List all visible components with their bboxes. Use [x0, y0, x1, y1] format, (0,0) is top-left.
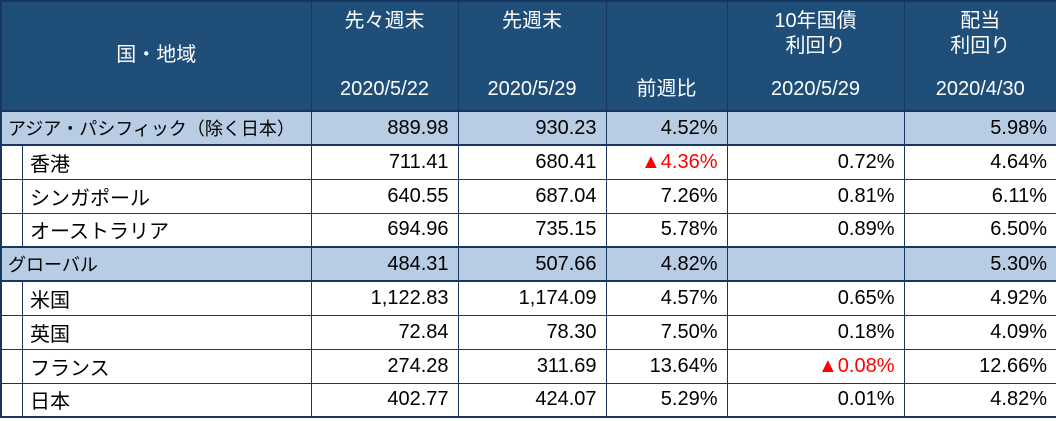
last-week-value: 680.41 — [457, 144, 607, 180]
table-row-region: アジア・パシフィック（除く日本） 889.98 930.23 4.52% 5.9… — [0, 110, 1056, 146]
header-bond-yield-label: 10年国債 利回り — [774, 10, 857, 57]
table-row: シンガポール 640.55 687.04 7.26% 0.81% 6.11% — [0, 178, 1056, 214]
dividend-yield-value: 12.66% — [903, 348, 1056, 384]
wow-value: 13.64% — [605, 348, 728, 384]
wow-value: 4.82% — [605, 246, 728, 282]
row-label: シンガポール — [0, 178, 312, 214]
dividend-yield-value: 4.82% — [903, 382, 1056, 418]
wow-value: 5.29% — [605, 382, 728, 418]
prev-week-value: 694.96 — [310, 212, 459, 248]
wow-value: ▲4.36% — [605, 144, 728, 180]
last-week-value: 78.30 — [457, 314, 607, 350]
header-region: 国・地域 — [0, 0, 312, 112]
prev-week-value: 484.31 — [310, 246, 459, 282]
row-label: フランス — [0, 348, 312, 384]
row-label: 米国 — [0, 280, 312, 316]
dividend-yield-value: 6.11% — [903, 178, 1056, 214]
header-dividend-yield-date: 2020/4/30 — [935, 78, 1025, 100]
row-label: 日本 — [0, 382, 312, 418]
dividend-yield-value: 5.98% — [903, 110, 1056, 146]
row-label: グローバル — [0, 246, 312, 282]
dividend-yield-value: 4.92% — [903, 280, 1056, 316]
header-prev-week-label: 先々週末 — [344, 10, 425, 32]
header-bond-yield: 10年国債 利回り 2020/5/29 — [726, 0, 905, 112]
wow-value: 4.52% — [605, 110, 728, 146]
bond-yield-value: 0.18% — [726, 314, 905, 350]
dividend-yield-value: 4.64% — [903, 144, 1056, 180]
last-week-value: 1,174.09 — [457, 280, 607, 316]
table-row: 香港 711.41 680.41 ▲4.36% 0.72% 4.64% — [0, 144, 1056, 180]
header-week-over-week: 前週比 — [605, 0, 728, 112]
prev-week-value: 711.41 — [310, 144, 459, 180]
wow-value: 5.78% — [605, 212, 728, 248]
bond-yield-value — [726, 246, 905, 282]
row-label: 英国 — [0, 314, 312, 350]
dividend-yield-value: 6.50% — [903, 212, 1056, 248]
last-week-value: 507.66 — [457, 246, 607, 282]
row-label: アジア・パシフィック（除く日本） — [0, 110, 312, 146]
header-dividend-yield-label: 配当 利回り — [950, 10, 1011, 57]
table-row: フランス 274.28 311.69 13.64% ▲0.08% 12.66% — [0, 348, 1056, 384]
header-week-before-last: 先々週末 2020/5/22 — [310, 0, 459, 112]
prev-week-value: 889.98 — [310, 110, 459, 146]
wow-value: 7.50% — [605, 314, 728, 350]
header-row: 国・地域 先々週末 2020/5/22 先週末 2020/5/29 前週比 — [0, 0, 1056, 112]
dividend-yield-value: 4.09% — [903, 314, 1056, 350]
bond-yield-value: 0.65% — [726, 280, 905, 316]
last-week-value: 424.07 — [457, 382, 607, 418]
header-region-label: 国・地域 — [116, 44, 197, 66]
header-dividend-yield: 配当 利回り 2020/4/30 — [903, 0, 1056, 112]
header-last-week: 先週末 2020/5/29 — [457, 0, 607, 112]
last-week-value: 735.15 — [457, 212, 607, 248]
table-row-region: グローバル 484.31 507.66 4.82% 5.30% — [0, 246, 1056, 282]
table-row: 日本 402.77 424.07 5.29% 0.01% 4.82% — [0, 382, 1056, 418]
last-week-value: 311.69 — [457, 348, 607, 384]
table-row: 英国 72.84 78.30 7.50% 0.18% 4.09% — [0, 314, 1056, 350]
prev-week-value: 72.84 — [310, 314, 459, 350]
dividend-yield-value: 5.30% — [903, 246, 1056, 282]
prev-week-value: 640.55 — [310, 178, 459, 214]
last-week-value: 930.23 — [457, 110, 607, 146]
bond-yield-value: 0.81% — [726, 178, 905, 214]
bond-yield-value — [726, 110, 905, 146]
header-prev-week-date: 2020/5/22 — [340, 78, 429, 100]
bond-yield-value: 0.01% — [726, 382, 905, 418]
prev-week-value: 402.77 — [310, 382, 459, 418]
header-last-week-date: 2020/5/29 — [487, 78, 577, 100]
bond-yield-value: 0.72% — [726, 144, 905, 180]
table-row: オーストラリア 694.96 735.15 5.78% 0.89% 6.50% — [0, 212, 1056, 248]
header-bond-yield-date: 2020/5/29 — [771, 78, 860, 100]
bond-yield-value: 0.89% — [726, 212, 905, 248]
row-label: 香港 — [0, 144, 312, 180]
table-row: 米国 1,122.83 1,174.09 4.57% 0.65% 4.92% — [0, 280, 1056, 316]
header-wow-label: 前週比 — [636, 78, 697, 100]
last-week-value: 687.04 — [457, 178, 607, 214]
wow-value: 7.26% — [605, 178, 728, 214]
prev-week-value: 1,122.83 — [310, 280, 459, 316]
header-last-week-label: 先週末 — [502, 10, 562, 32]
bond-yield-value: ▲0.08% — [726, 348, 905, 384]
prev-week-value: 274.28 — [310, 348, 459, 384]
row-label: オーストラリア — [0, 212, 312, 248]
wow-value: 4.57% — [605, 280, 728, 316]
